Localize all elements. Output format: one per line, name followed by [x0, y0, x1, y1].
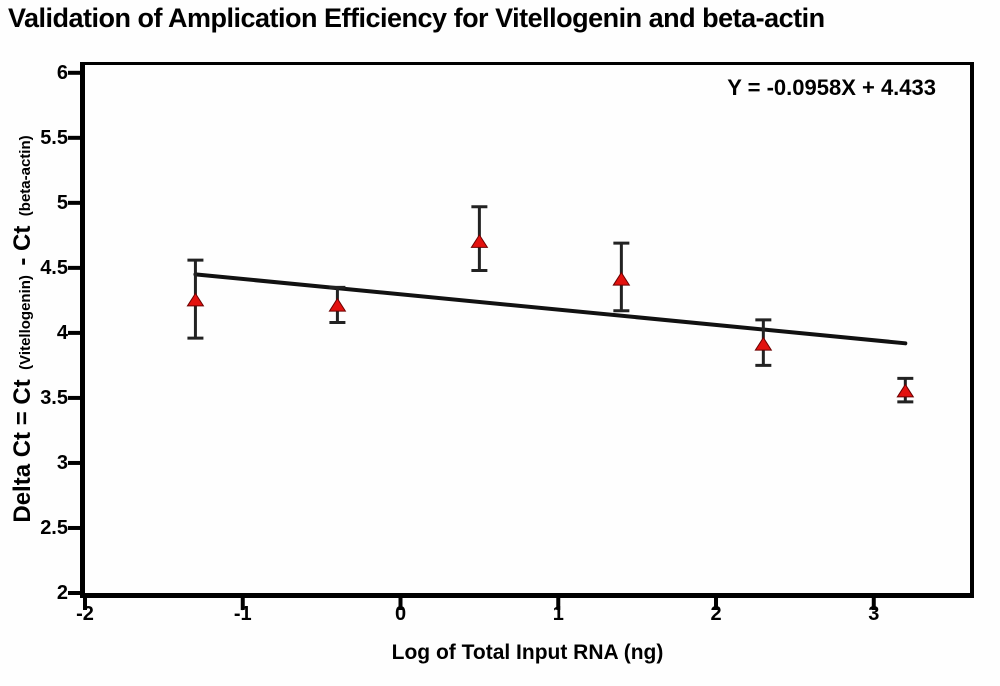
- x-tick-label: 1: [552, 603, 564, 625]
- data-point-marker: [470, 233, 489, 248]
- y-tick-label: 6: [56, 61, 68, 84]
- regression-equation: Y = -0.0958X + 4.433: [727, 75, 936, 100]
- y-tick-label: 5: [56, 191, 68, 214]
- chart-title: Validation of Amplication Efficiency for…: [8, 3, 825, 33]
- y-tick-label: 3: [56, 451, 68, 474]
- y-tick-label: 4: [56, 321, 68, 344]
- data-point-marker: [186, 292, 205, 307]
- y-tick-label: 4.5: [40, 256, 68, 279]
- y-tick-label: 5.5: [40, 126, 68, 149]
- x-tick-label: 2: [710, 603, 722, 625]
- data-point-marker: [896, 383, 915, 398]
- x-axis-label: Log of Total Input RNA (ng): [391, 641, 664, 664]
- x-tick-label: -2: [76, 603, 94, 625]
- data-point-marker: [612, 271, 631, 286]
- data-point-marker: [328, 297, 347, 312]
- y-tick-label: 2: [56, 582, 68, 604]
- data-point-marker: [754, 336, 773, 351]
- x-tick-label: 3: [868, 603, 880, 625]
- x-tick-label: 0: [394, 603, 407, 625]
- y-tick-label: 3.5: [40, 386, 68, 409]
- trend-line: [193, 272, 908, 346]
- x-tick-label: -1: [233, 603, 252, 625]
- plot-area: Y = -0.0958X + 4.433: [68, 62, 974, 610]
- plot-svg: [68, 70, 915, 610]
- y-tick-label: 2.5: [40, 516, 68, 539]
